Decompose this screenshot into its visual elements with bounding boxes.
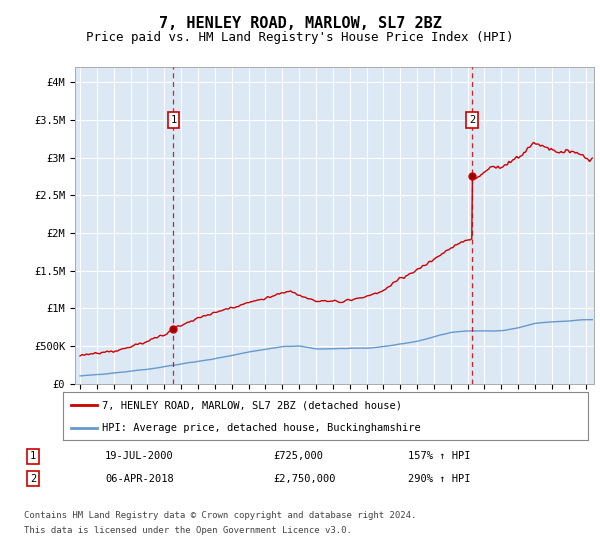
Text: 1: 1	[170, 115, 176, 125]
Text: 7, HENLEY ROAD, MARLOW, SL7 2BZ: 7, HENLEY ROAD, MARLOW, SL7 2BZ	[158, 16, 442, 31]
Text: This data is licensed under the Open Government Licence v3.0.: This data is licensed under the Open Gov…	[24, 526, 352, 535]
Text: 290% ↑ HPI: 290% ↑ HPI	[408, 474, 470, 484]
Text: 2: 2	[469, 115, 475, 125]
Text: 2: 2	[30, 474, 36, 484]
Text: HPI: Average price, detached house, Buckinghamshire: HPI: Average price, detached house, Buck…	[103, 423, 421, 433]
Text: Price paid vs. HM Land Registry's House Price Index (HPI): Price paid vs. HM Land Registry's House …	[86, 31, 514, 44]
Text: 06-APR-2018: 06-APR-2018	[105, 474, 174, 484]
Text: £2,750,000: £2,750,000	[273, 474, 335, 484]
Text: Contains HM Land Registry data © Crown copyright and database right 2024.: Contains HM Land Registry data © Crown c…	[24, 511, 416, 520]
Text: 19-JUL-2000: 19-JUL-2000	[105, 451, 174, 461]
Text: 1: 1	[30, 451, 36, 461]
Text: 7, HENLEY ROAD, MARLOW, SL7 2BZ (detached house): 7, HENLEY ROAD, MARLOW, SL7 2BZ (detache…	[103, 400, 403, 410]
Text: £725,000: £725,000	[273, 451, 323, 461]
Text: 157% ↑ HPI: 157% ↑ HPI	[408, 451, 470, 461]
